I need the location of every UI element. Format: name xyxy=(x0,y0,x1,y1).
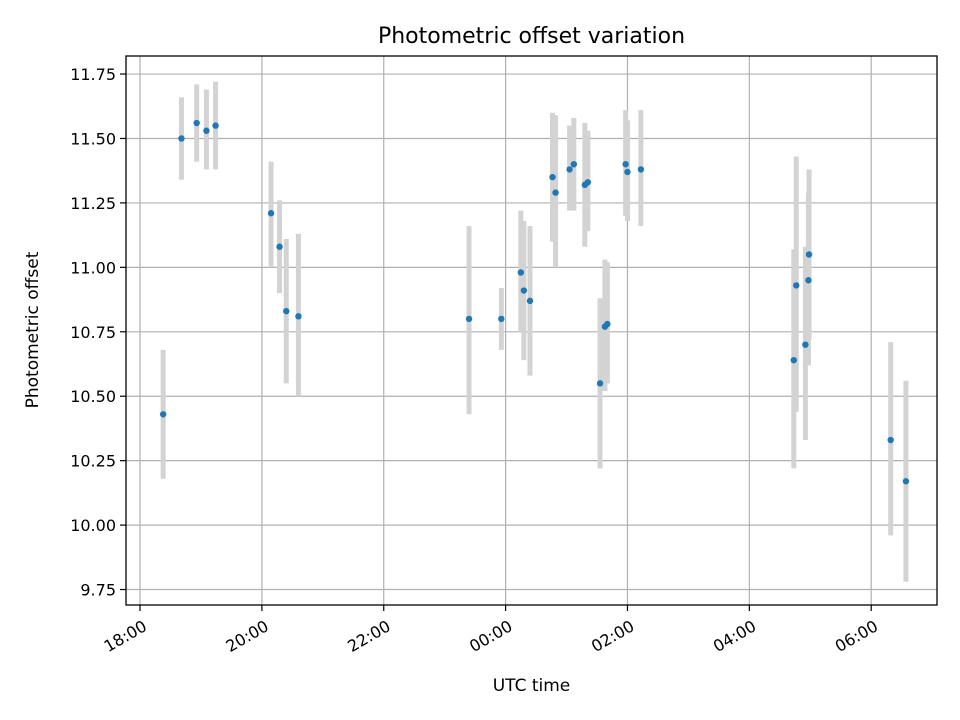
data-point xyxy=(193,119,200,127)
y-tick-label: 11.50 xyxy=(70,129,116,148)
data-point xyxy=(793,282,800,289)
y-tick-label: 10.50 xyxy=(70,387,116,406)
y-tick-label: 10.75 xyxy=(70,323,116,342)
data-point xyxy=(566,166,573,173)
data-point xyxy=(498,315,505,323)
y-tick-label: 10.00 xyxy=(70,516,116,535)
data-point xyxy=(517,269,525,276)
data-point xyxy=(790,356,798,364)
x-axis-label: UTC time xyxy=(493,676,571,696)
data-point xyxy=(549,173,556,181)
data-point xyxy=(178,135,185,142)
data-point xyxy=(203,127,210,134)
data-point xyxy=(805,251,813,258)
y-tick-label: 11.75 xyxy=(70,65,116,84)
data-point xyxy=(212,122,219,129)
data-point xyxy=(887,436,894,444)
y-tick-label: 11.25 xyxy=(70,194,116,213)
data-point xyxy=(604,320,611,328)
data-point xyxy=(520,287,528,294)
y-axis-label: Photometric offset xyxy=(23,251,43,408)
data-point xyxy=(465,315,473,323)
data-point xyxy=(526,297,534,305)
y-tick-label: 9.75 xyxy=(80,581,116,600)
data-point xyxy=(159,411,167,418)
data-point xyxy=(552,189,559,196)
plot-frame xyxy=(125,55,938,606)
y-tick-label: 10.25 xyxy=(70,452,116,471)
data-point xyxy=(267,210,275,217)
data-point xyxy=(570,161,578,168)
data-point xyxy=(624,168,631,176)
chart-title: Photometric offset variation xyxy=(378,24,685,49)
data-point xyxy=(805,277,812,284)
data-point xyxy=(637,166,645,173)
data-point xyxy=(584,179,592,186)
data-point xyxy=(802,341,809,348)
data-point xyxy=(596,380,604,387)
data-point xyxy=(902,478,910,485)
data-points xyxy=(159,119,910,485)
data-point xyxy=(295,313,302,320)
data-point xyxy=(283,307,290,315)
data-point xyxy=(276,243,283,250)
data-point xyxy=(622,161,629,168)
y-tick-label: 11.00 xyxy=(70,258,116,277)
